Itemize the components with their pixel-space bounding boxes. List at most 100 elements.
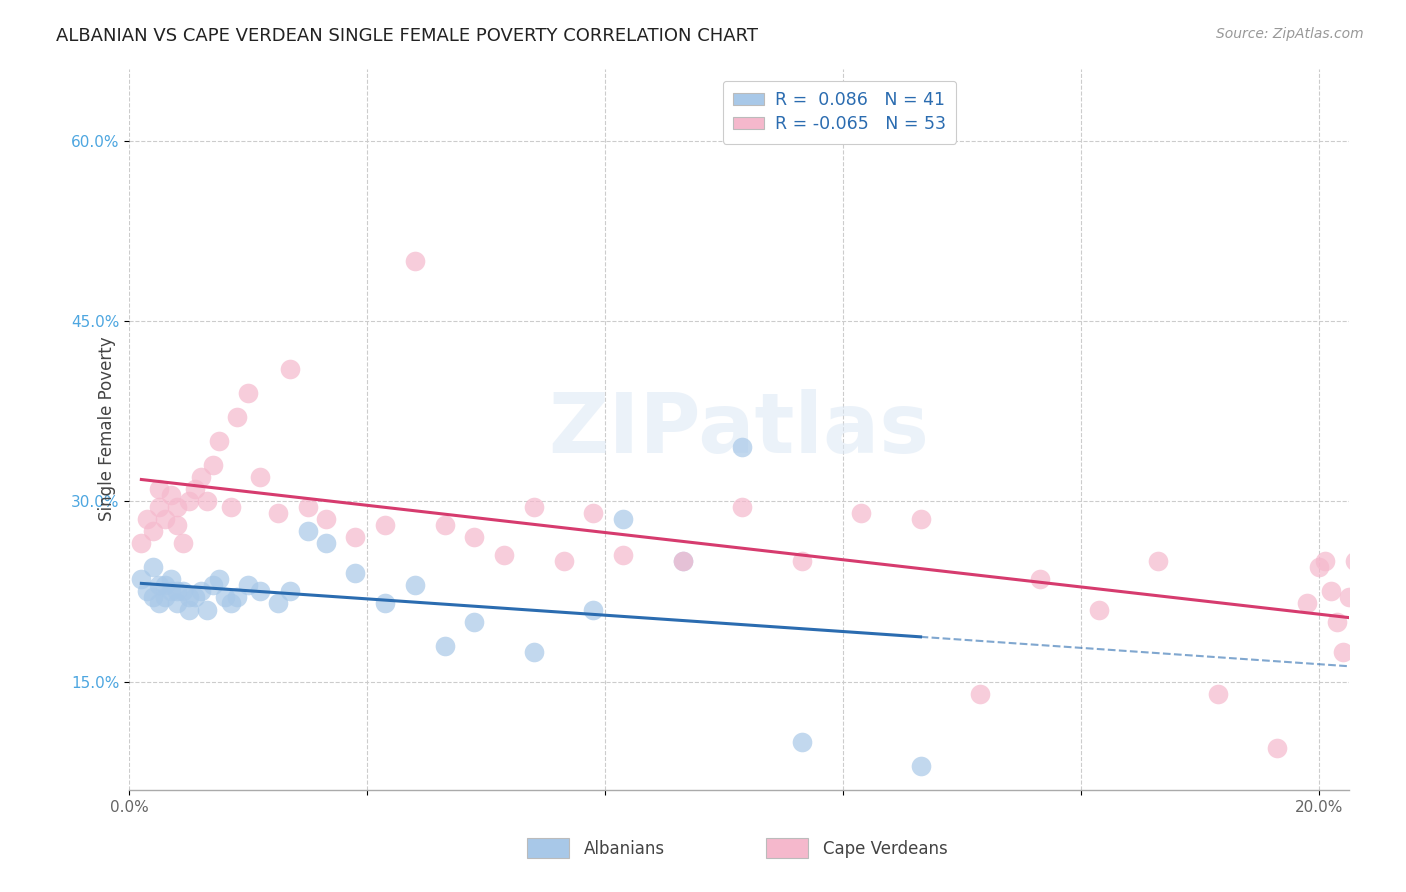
Point <box>344 566 367 581</box>
Point <box>1267 740 1289 755</box>
Point <box>267 506 290 520</box>
Point <box>177 591 200 605</box>
Point <box>160 573 183 587</box>
Point <box>131 573 153 587</box>
Point <box>297 500 319 515</box>
Point <box>344 530 367 544</box>
Text: ALBANIAN VS CAPE VERDEAN SINGLE FEMALE POVERTY CORRELATION CHART: ALBANIAN VS CAPE VERDEAN SINGLE FEMALE P… <box>56 27 758 45</box>
Y-axis label: Single Female Poverty: Single Female Poverty <box>97 337 115 522</box>
Point <box>790 735 813 749</box>
Point <box>374 518 396 533</box>
Point <box>184 483 207 497</box>
Point <box>553 554 575 568</box>
Point <box>238 386 260 401</box>
Point <box>249 584 271 599</box>
Point <box>672 554 695 568</box>
Point <box>1320 584 1343 599</box>
Point <box>278 362 301 376</box>
Point <box>523 500 546 515</box>
Point <box>612 549 634 563</box>
Point <box>131 536 153 550</box>
Point <box>160 584 183 599</box>
Point <box>731 500 754 515</box>
Text: Albanians: Albanians <box>583 840 665 858</box>
Point <box>672 554 695 568</box>
Point <box>969 687 991 701</box>
Point <box>315 512 337 526</box>
Point <box>177 602 200 616</box>
Point <box>142 560 165 574</box>
Point <box>225 591 247 605</box>
Point <box>249 470 271 484</box>
Point <box>219 500 242 515</box>
Point <box>315 536 337 550</box>
Point <box>1028 573 1050 587</box>
Point <box>1331 644 1354 658</box>
Point <box>1337 591 1360 605</box>
Point <box>1308 560 1330 574</box>
Point <box>201 458 224 473</box>
Point <box>219 597 242 611</box>
Point <box>166 500 188 515</box>
Text: ZIPatlas: ZIPatlas <box>548 389 929 470</box>
Point <box>582 602 605 616</box>
Point <box>153 591 176 605</box>
Point <box>136 512 159 526</box>
Point <box>463 530 485 544</box>
Point <box>190 470 212 484</box>
Point <box>142 524 165 539</box>
Point <box>166 584 188 599</box>
Point <box>148 500 170 515</box>
Point <box>374 597 396 611</box>
Point <box>166 597 188 611</box>
Point <box>148 483 170 497</box>
Text: Cape Verdeans: Cape Verdeans <box>823 840 948 858</box>
Point <box>148 597 170 611</box>
Point <box>278 584 301 599</box>
Point <box>208 573 231 587</box>
Point <box>153 578 176 592</box>
Point <box>1326 615 1348 629</box>
Legend: R =  0.086   N = 41, R = -0.065   N = 53: R = 0.086 N = 41, R = -0.065 N = 53 <box>723 81 956 144</box>
Point <box>267 597 290 611</box>
Point <box>195 602 218 616</box>
Point <box>225 410 247 425</box>
Point <box>1344 554 1367 568</box>
Point <box>849 506 872 520</box>
Point <box>148 578 170 592</box>
Point <box>142 591 165 605</box>
Point <box>136 584 159 599</box>
Point <box>1296 597 1319 611</box>
Text: Source: ZipAtlas.com: Source: ZipAtlas.com <box>1216 27 1364 41</box>
Point <box>612 512 634 526</box>
Point <box>910 512 932 526</box>
Point <box>731 440 754 454</box>
Point <box>433 639 456 653</box>
Point <box>1088 602 1111 616</box>
Point <box>172 536 194 550</box>
Point <box>404 578 426 592</box>
Point <box>433 518 456 533</box>
Point <box>201 578 224 592</box>
Point <box>910 759 932 773</box>
Point <box>184 591 207 605</box>
Point <box>1147 554 1170 568</box>
Point <box>494 549 516 563</box>
Point <box>166 518 188 533</box>
Point <box>153 512 176 526</box>
Point <box>523 644 546 658</box>
Point <box>195 494 218 508</box>
Point <box>404 253 426 268</box>
Point <box>208 434 231 449</box>
Point <box>238 578 260 592</box>
Point <box>1313 554 1336 568</box>
Point <box>190 584 212 599</box>
Point <box>297 524 319 539</box>
Point <box>790 554 813 568</box>
Point <box>160 488 183 502</box>
Point <box>177 494 200 508</box>
Point <box>1206 687 1229 701</box>
Point <box>214 591 236 605</box>
Point <box>582 506 605 520</box>
Point <box>463 615 485 629</box>
